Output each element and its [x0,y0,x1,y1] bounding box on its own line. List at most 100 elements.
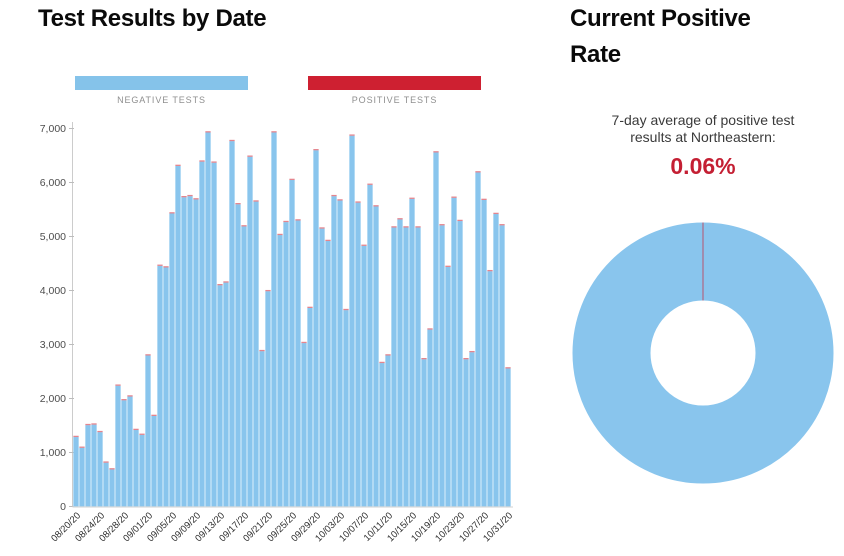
bar-group[interactable] [97,430,103,507]
bar-group[interactable] [445,265,451,507]
bar-positive-tests[interactable] [493,212,499,215]
bar-positive-tests[interactable] [109,468,115,470]
bar-negative-tests[interactable] [223,282,229,507]
bar-group[interactable] [361,244,367,507]
legend-negative-swatch[interactable] [75,76,248,90]
bar-positive-tests[interactable] [115,384,121,386]
bar-group[interactable] [115,384,121,507]
bar-group[interactable] [85,423,91,507]
bar-group[interactable] [253,200,259,507]
bar-group[interactable] [217,284,223,507]
bar-positive-tests[interactable] [205,131,211,133]
bar-negative-tests[interactable] [127,396,133,507]
bar-group[interactable] [409,197,415,507]
bar-positive-tests[interactable] [481,198,487,200]
bar-negative-tests[interactable] [361,245,367,507]
bar-group[interactable] [433,151,439,507]
bar-negative-tests[interactable] [427,329,433,507]
bar-positive-tests[interactable] [463,358,469,360]
bar-positive-tests[interactable] [385,354,391,356]
bar-positive-tests[interactable] [283,220,289,223]
bar-group[interactable] [73,435,79,507]
bar-group[interactable] [259,349,265,507]
bar-negative-tests[interactable] [367,184,373,507]
bar-positive-tests[interactable] [73,435,79,438]
bar-negative-tests[interactable] [373,206,379,507]
bar-positive-tests[interactable] [439,224,445,226]
bar-positive-tests[interactable] [505,367,511,369]
bar-group[interactable] [319,227,325,507]
bar-positive-tests[interactable] [361,244,367,246]
bar-positive-tests[interactable] [301,341,307,344]
bar-negative-tests[interactable] [199,161,205,507]
bar-negative-tests[interactable] [421,359,427,507]
bar-positive-tests[interactable] [133,428,139,431]
bar-negative-tests[interactable] [259,351,265,507]
bar-negative-tests[interactable] [211,162,217,507]
bar-positive-tests[interactable] [157,264,163,266]
bar-group[interactable] [241,225,247,507]
bar-group[interactable] [295,219,301,507]
bar-positive-tests[interactable] [457,219,463,222]
bar-negative-tests[interactable] [301,343,307,507]
bar-positive-tests[interactable] [289,178,295,181]
bar-group[interactable] [181,196,187,507]
bar-negative-tests[interactable] [469,352,475,507]
bar-group[interactable] [151,414,157,507]
bar-negative-tests[interactable] [397,219,403,507]
bar-group[interactable] [193,198,199,507]
bar-negative-tests[interactable] [271,132,277,507]
bar-negative-tests[interactable] [85,425,91,507]
bar-positive-tests[interactable] [217,284,223,286]
bar-positive-tests[interactable] [235,203,241,205]
bar-positive-tests[interactable] [211,161,217,163]
bar-negative-tests[interactable] [109,469,115,507]
bar-positive-tests[interactable] [325,239,331,242]
bar-group[interactable] [145,354,151,507]
bar-negative-tests[interactable] [97,432,103,507]
bar-positive-tests[interactable] [445,265,451,267]
bar-group[interactable] [337,199,343,507]
bar-positive-tests[interactable] [229,139,235,142]
bar-positive-tests[interactable] [499,224,505,226]
bar-positive-tests[interactable] [91,423,97,425]
bar-negative-tests[interactable] [163,267,169,507]
bar-positive-tests[interactable] [187,194,193,197]
bar-positive-tests[interactable] [487,269,493,272]
bar-negative-tests[interactable] [73,437,79,507]
bar-positive-tests[interactable] [349,134,355,136]
bar-positive-tests[interactable] [247,155,253,157]
bar-negative-tests[interactable] [241,226,247,507]
bar-positive-tests[interactable] [319,227,325,229]
bar-group[interactable] [175,164,181,507]
bar-group[interactable] [109,468,115,507]
bar-group[interactable] [271,131,277,507]
bar-group[interactable] [313,149,319,507]
bar-negative-tests[interactable] [481,200,487,507]
bar-group[interactable] [391,226,397,507]
positive-rate-donut-chart[interactable] [563,213,843,493]
bar-group[interactable] [439,224,445,507]
bar-positive-tests[interactable] [127,395,133,397]
bar-negative-tests[interactable] [439,225,445,507]
bar-group[interactable] [385,354,391,507]
bar-group[interactable] [373,205,379,507]
bar-positive-tests[interactable] [337,199,343,201]
bar-negative-tests[interactable] [157,265,163,507]
bar-positive-tests[interactable] [409,197,415,199]
bar-negative-tests[interactable] [337,200,343,507]
bar-negative-tests[interactable] [463,359,469,507]
bar-positive-tests[interactable] [373,205,379,207]
bar-positive-tests[interactable] [469,350,475,353]
bar-group[interactable] [169,212,175,507]
bar-group[interactable] [79,446,85,507]
bar-group[interactable] [325,239,331,507]
bar-group[interactable] [367,183,373,507]
bar-group[interactable] [331,194,337,507]
bar-negative-tests[interactable] [181,197,187,507]
bar-negative-tests[interactable] [169,213,175,507]
bar-positive-tests[interactable] [79,446,85,448]
bar-group[interactable] [463,358,469,507]
bar-group[interactable] [121,399,127,507]
bar-negative-tests[interactable] [355,202,361,507]
